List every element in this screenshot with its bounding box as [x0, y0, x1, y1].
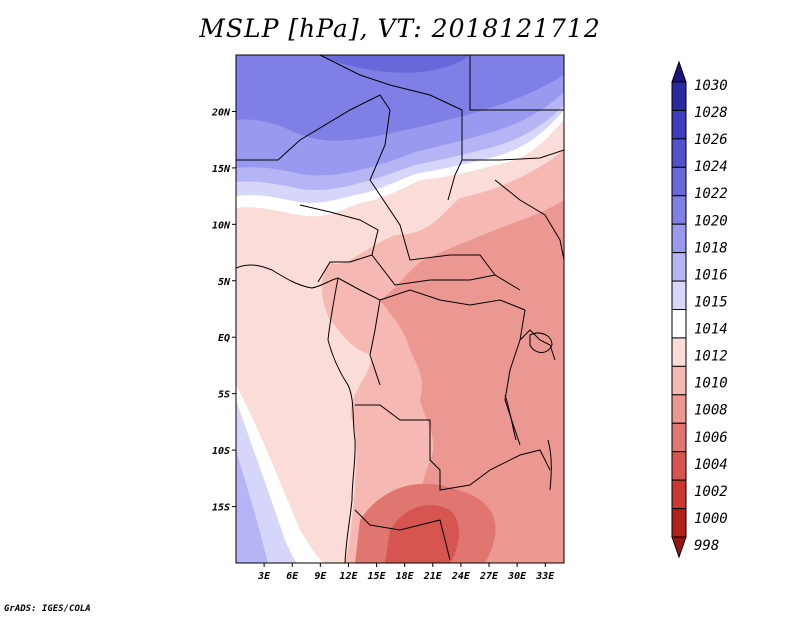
colorbar-segment	[671, 508, 687, 538]
lon-tick-label: 3E	[257, 571, 271, 582]
lon-tick-label: 18E	[396, 571, 415, 582]
lake-tanganyika	[504, 394, 517, 441]
lon-tick-label: 27E	[479, 571, 499, 582]
border-drc-north	[379, 289, 526, 311]
colorbar-segment	[671, 479, 687, 510]
border-congo	[337, 277, 381, 386]
border-nigeria	[299, 204, 379, 283]
lat-tick-label: 5S	[218, 390, 230, 401]
colorbar-segment	[671, 252, 687, 282]
colorbar-label: 1020	[694, 213, 728, 229]
field-level-1016	[236, 450, 268, 563]
lake-victoria	[529, 332, 553, 353]
colorbar-segment	[671, 60, 687, 83]
colorbar-segment	[671, 422, 687, 453]
lon-tick-label: 15E	[368, 571, 387, 582]
lon-tick-label: 12E	[339, 571, 358, 582]
colorbar-label: 1014	[694, 322, 728, 338]
colorbar-label: 1010	[694, 376, 728, 392]
border-drc-east	[504, 309, 526, 446]
colorbar: 1030 1028 1026 1024 1022 1020 1018 1016 1015 1014…	[671, 60, 728, 559]
colorbar-segment	[671, 309, 687, 339]
field-level-1020-north	[236, 55, 564, 141]
lat-tick-label: EQ	[218, 333, 230, 344]
field-level-1006b	[385, 505, 459, 563]
colorbar-segment	[671, 138, 687, 168]
colorbar-label: 1022	[694, 186, 728, 202]
lon-tick-label: 21E	[423, 571, 443, 582]
lat-tick-label: 10S	[212, 446, 230, 457]
colorbar-label: 1030	[694, 78, 728, 94]
map-title: MSLP [hPa], VT: 2018121712	[199, 14, 601, 43]
border-namibia	[354, 509, 451, 561]
colorbar-segment	[671, 280, 687, 310]
colorbar-segment	[671, 81, 687, 111]
map-frame	[235, 54, 565, 564]
lon-tick-label: 33E	[535, 571, 555, 582]
colorbar-label: 1008	[694, 403, 728, 419]
border-east-africa	[494, 179, 564, 261]
border-zambia	[469, 449, 551, 486]
colorbar-segment	[671, 109, 687, 140]
colorbar-label: 1000	[694, 511, 728, 527]
lat-tick-label: 15N	[212, 164, 231, 175]
colorbar-label: 1026	[694, 132, 728, 148]
colorbar-label: 1016	[694, 267, 728, 283]
pressure-field	[236, 55, 564, 563]
colorbar-segment	[671, 337, 687, 367]
lon-tick-label: 24E	[451, 571, 471, 582]
border-libya-egypt	[469, 55, 564, 111]
colorbar-segment	[671, 195, 687, 225]
colorbar-label: 1018	[694, 240, 728, 256]
border-sahara-2	[319, 55, 463, 201]
colorbar-segment	[671, 451, 687, 481]
colorbar-segment	[671, 365, 687, 396]
colorbar-segment	[671, 536, 687, 559]
colorbar-label: 1028	[694, 105, 728, 121]
field-level-1022-north	[320, 55, 470, 73]
colorbar-label: 1024	[694, 159, 728, 175]
colorbar-label: 1015	[694, 294, 728, 310]
credit-text: GrADS: IGES/COLA	[4, 604, 91, 614]
lat-tick-label: 15S	[212, 503, 230, 514]
colorbar-segment	[671, 394, 687, 424]
field-level-1008	[380, 200, 564, 563]
lon-tick-label: 30E	[507, 571, 527, 582]
lat-tick-label: 20N	[211, 107, 231, 118]
border-car-south	[371, 254, 521, 291]
border-sahara-1	[236, 94, 391, 196]
lat-tick-label: 5N	[218, 277, 231, 288]
colorbar-segment	[671, 166, 687, 197]
colorbar-segment	[671, 223, 687, 254]
lake-malawi	[547, 439, 552, 491]
colorbar-label: 998	[694, 538, 719, 554]
colorbar-label: 1004	[694, 457, 728, 473]
country-boundaries	[236, 55, 564, 563]
border-sudan	[462, 149, 564, 161]
coastline-central-africa	[327, 277, 356, 563]
lat-tick-label: 10N	[212, 220, 231, 231]
colorbar-label: 1006	[694, 430, 728, 446]
lon-tick-label: 9E	[314, 571, 327, 582]
border-angola	[355, 404, 471, 491]
colorbar-label: 1012	[694, 349, 728, 365]
border-chad-car	[379, 194, 496, 276]
axis-ticks: 3E 6E 9E 12E 15E 18E 21E 24E 27E 30E 33E 20N 15N 10N 5…	[211, 107, 555, 582]
coastline-west-africa	[236, 264, 339, 289]
lon-tick-label: 6E	[286, 571, 299, 582]
colorbar-label: 1002	[694, 484, 728, 500]
border-great-lakes	[519, 329, 556, 361]
